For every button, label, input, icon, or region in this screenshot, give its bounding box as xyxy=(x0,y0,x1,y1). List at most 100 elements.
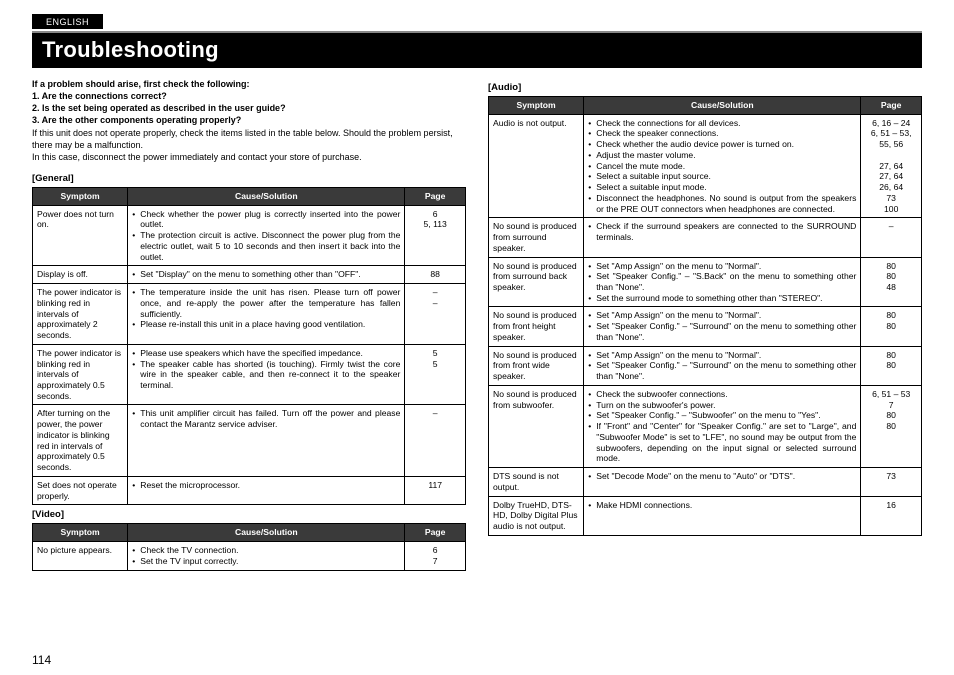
page-item: 80 xyxy=(865,321,917,332)
symptom-cell: Display is off. xyxy=(33,266,128,284)
cause-item: Set "Amp Assign" on the menu to "Normal"… xyxy=(588,261,856,272)
table-row: No sound is produced from surround back … xyxy=(489,257,922,307)
table-row: No sound is produced from subwoofer.Chec… xyxy=(489,385,922,467)
cause-item: Set "Speaker Config." – "Subwoofer" on t… xyxy=(588,410,856,421)
page-item: 6, 51 – 53 xyxy=(865,389,917,400)
cause-item: Set "Display" on the menu to something o… xyxy=(132,269,400,280)
cause-cell: Check the TV connection.Set the TV input… xyxy=(128,542,405,570)
page-cell: 6, 16 – 246, 51 – 53, 55, 56 27, 6427, 6… xyxy=(861,114,922,218)
th-page: Page xyxy=(405,524,466,542)
cause-item: Set "Amp Assign" on the menu to "Normal"… xyxy=(588,310,856,321)
page-cell: 65, 113 xyxy=(405,205,466,266)
cause-item: Select a suitable input source. xyxy=(588,171,856,182)
general-tbody: Power does not turn on.Check whether the… xyxy=(33,205,466,505)
table-row: Dolby TrueHD, DTS-HD, Dolby Digital Plus… xyxy=(489,496,922,535)
page-item: 80 xyxy=(865,410,917,421)
symptom-cell: No picture appears. xyxy=(33,542,128,570)
page-cell: 67 xyxy=(405,542,466,570)
page-item: 80 xyxy=(865,360,917,371)
page-item: 7 xyxy=(409,556,461,567)
page-item: 73 xyxy=(865,471,917,482)
page-cell: 88 xyxy=(405,266,466,284)
video-table: Symptom Cause/Solution Page No picture a… xyxy=(32,523,466,570)
table-row: No picture appears.Check the TV connecti… xyxy=(33,542,466,570)
page-cell: 117 xyxy=(405,476,466,504)
symptom-cell: No sound is produced from front height s… xyxy=(489,307,584,346)
page-cell: – xyxy=(861,218,922,257)
general-label: [General] xyxy=(32,173,466,184)
cause-item: Adjust the master volume. xyxy=(588,150,856,161)
page-cell: 16 xyxy=(861,496,922,535)
page-cell: 8080 xyxy=(861,346,922,385)
title-bar: Troubleshooting xyxy=(32,31,922,68)
page-cell: 6, 51 – 5378080 xyxy=(861,385,922,467)
video-label: [Video] xyxy=(32,509,466,520)
symptom-cell: The power indicator is blinking red in i… xyxy=(33,344,128,405)
cause-cell: Set "Amp Assign" on the menu to "Normal"… xyxy=(584,257,861,307)
page-item: 88 xyxy=(409,269,461,280)
page-item: 80 xyxy=(865,350,917,361)
page-number: 114 xyxy=(32,653,51,667)
cause-item: Set the surround mode to something other… xyxy=(588,293,856,304)
cause-item: The temperature inside the unit has rise… xyxy=(132,287,400,319)
cause-cell: Check the subwoofer connections.Turn on … xyxy=(584,385,861,467)
cause-cell: Please use speakers which have the speci… xyxy=(128,344,405,405)
page-cell: –– xyxy=(405,284,466,345)
page-item: 27, 64 xyxy=(865,171,917,182)
cause-item: Check whether the power plug is correctl… xyxy=(132,209,400,230)
th-symptom: Symptom xyxy=(489,97,584,115)
cause-item: Check the TV connection. xyxy=(132,545,400,556)
th-cause: Cause/Solution xyxy=(584,97,861,115)
cause-item: Set the TV input correctly. xyxy=(132,556,400,567)
table-row: Display is off. Set "Display" on the menu… xyxy=(33,266,466,284)
cause-cell: Set "Decode Mode" on the menu to "Auto" … xyxy=(584,468,861,496)
table-row: No sound is produced from surround speak… xyxy=(489,218,922,257)
table-row: The power indicator is blinking red in i… xyxy=(33,344,466,405)
symptom-cell: No sound is produced from surround speak… xyxy=(489,218,584,257)
table-row: Set does not operate properly.Reset the … xyxy=(33,476,466,504)
cause-item: Check whether the audio device power is … xyxy=(588,139,856,150)
audio-label: [Audio] xyxy=(488,82,922,93)
cause-item: The protection circuit is active. Discon… xyxy=(132,230,400,262)
page-item: 26, 64 xyxy=(865,182,917,193)
intro-bold-3: 3. Are the other components operating pr… xyxy=(32,115,241,125)
cause-cell: Set "Amp Assign" on the menu to "Normal"… xyxy=(584,307,861,346)
page-item: 117 xyxy=(409,480,461,491)
general-table: Symptom Cause/Solution Page Power does n… xyxy=(32,187,466,505)
page-item: – xyxy=(409,298,461,309)
page-item: 5 xyxy=(409,348,461,359)
intro-bold-1: 1. Are the connections correct? xyxy=(32,91,167,101)
page-item: 100 xyxy=(865,204,917,215)
video-tbody: No picture appears.Check the TV connecti… xyxy=(33,542,466,570)
page-item: – xyxy=(409,408,461,419)
table-row: DTS sound is not output.Set "Decode Mode… xyxy=(489,468,922,496)
page-item: 80 xyxy=(865,261,917,272)
cause-cell: Check the connections for all devices.Ch… xyxy=(584,114,861,218)
cause-cell: Reset the microprocessor. xyxy=(128,476,405,504)
page-item: 80 xyxy=(865,310,917,321)
symptom-cell: Audio is not output. xyxy=(489,114,584,218)
intro-block: If a problem should arise, first check t… xyxy=(32,78,466,163)
cause-cell: Check whether the power plug is correctl… xyxy=(128,205,405,266)
th-page: Page xyxy=(405,187,466,205)
page-item: 6 xyxy=(409,545,461,556)
table-row: After turning on the power, the power in… xyxy=(33,405,466,476)
cause-item: Select a suitable input mode. xyxy=(588,182,856,193)
th-cause: Cause/Solution xyxy=(128,187,405,205)
page-item: 80 xyxy=(865,421,917,432)
symptom-cell: Power does not turn on. xyxy=(33,205,128,266)
cause-item: Please re-install this unit in a place h… xyxy=(132,319,400,330)
audio-table: Symptom Cause/Solution Page Audio is not… xyxy=(488,96,922,536)
left-column: If a problem should arise, first check t… xyxy=(32,78,466,571)
cause-cell: Make HDMI connections. xyxy=(584,496,861,535)
page-item xyxy=(865,150,917,161)
cause-item: Set "Speaker Config." – "Surround" on th… xyxy=(588,321,856,342)
page-item: 80 xyxy=(865,271,917,282)
th-cause: Cause/Solution xyxy=(128,524,405,542)
symptom-cell: Set does not operate properly. xyxy=(33,476,128,504)
cause-item: Disconnect the headphones. No sound is o… xyxy=(588,193,856,214)
page-item: 5, 113 xyxy=(409,219,461,230)
page-item: 7 xyxy=(865,400,917,411)
cause-item: Please use speakers which have the speci… xyxy=(132,348,400,359)
cause-item: Check if the surround speakers are conne… xyxy=(588,221,856,242)
